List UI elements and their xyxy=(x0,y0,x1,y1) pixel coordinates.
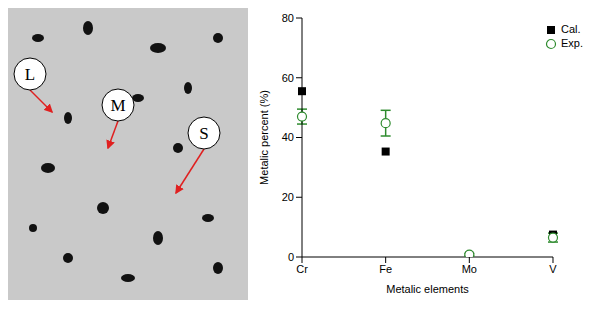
svg-text:40: 40 xyxy=(282,131,294,143)
svg-text:Fe: Fe xyxy=(379,263,392,275)
svg-text:80: 80 xyxy=(282,12,294,24)
svg-text:V: V xyxy=(549,263,557,275)
svg-text:Cr: Cr xyxy=(296,263,308,275)
svg-text:Mo: Mo xyxy=(462,263,477,275)
html-text:Exp.: Exp. xyxy=(561,37,583,50)
html-text:Cal.: Cal. xyxy=(561,23,581,35)
svg-text:M: M xyxy=(110,96,125,115)
svg-text:Metalic percent (%): Metalic percent (%) xyxy=(258,90,270,185)
svg-text:60: 60 xyxy=(282,72,294,84)
svg-text:0: 0 xyxy=(288,251,294,263)
svg-text:20: 20 xyxy=(282,191,294,203)
svg-text:S: S xyxy=(199,124,208,143)
svg-text:Metalic elements: Metalic elements xyxy=(386,283,469,295)
svg-text:L: L xyxy=(25,65,35,84)
